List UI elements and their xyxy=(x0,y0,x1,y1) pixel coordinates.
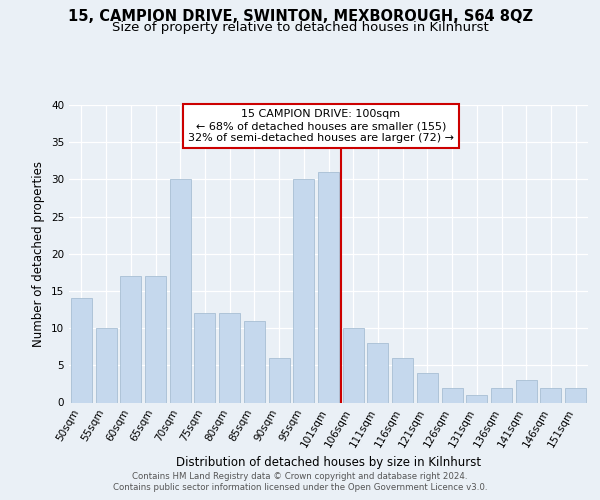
Bar xyxy=(318,172,339,402)
Y-axis label: Number of detached properties: Number of detached properties xyxy=(32,161,46,347)
Bar xyxy=(170,180,191,402)
Bar xyxy=(442,388,463,402)
Bar xyxy=(343,328,364,402)
Bar xyxy=(244,320,265,402)
Bar xyxy=(516,380,537,402)
Bar xyxy=(219,313,240,402)
Bar xyxy=(466,395,487,402)
Bar xyxy=(491,388,512,402)
Bar xyxy=(269,358,290,403)
Text: Size of property relative to detached houses in Kilnhurst: Size of property relative to detached ho… xyxy=(112,21,488,34)
Bar xyxy=(293,180,314,402)
Text: 15 CAMPION DRIVE: 100sqm
← 68% of detached houses are smaller (155)
32% of semi-: 15 CAMPION DRIVE: 100sqm ← 68% of detach… xyxy=(188,110,454,142)
Bar xyxy=(95,328,116,402)
Bar xyxy=(367,343,388,402)
Bar xyxy=(417,373,438,402)
Bar xyxy=(194,313,215,402)
X-axis label: Distribution of detached houses by size in Kilnhurst: Distribution of detached houses by size … xyxy=(176,456,481,469)
Bar xyxy=(565,388,586,402)
Bar xyxy=(120,276,141,402)
Text: 15, CAMPION DRIVE, SWINTON, MEXBOROUGH, S64 8QZ: 15, CAMPION DRIVE, SWINTON, MEXBOROUGH, … xyxy=(67,9,533,24)
Bar xyxy=(392,358,413,403)
Bar xyxy=(541,388,562,402)
Text: Contains HM Land Registry data © Crown copyright and database right 2024.: Contains HM Land Registry data © Crown c… xyxy=(132,472,468,481)
Text: Contains public sector information licensed under the Open Government Licence v3: Contains public sector information licen… xyxy=(113,483,487,492)
Bar xyxy=(145,276,166,402)
Bar xyxy=(71,298,92,403)
